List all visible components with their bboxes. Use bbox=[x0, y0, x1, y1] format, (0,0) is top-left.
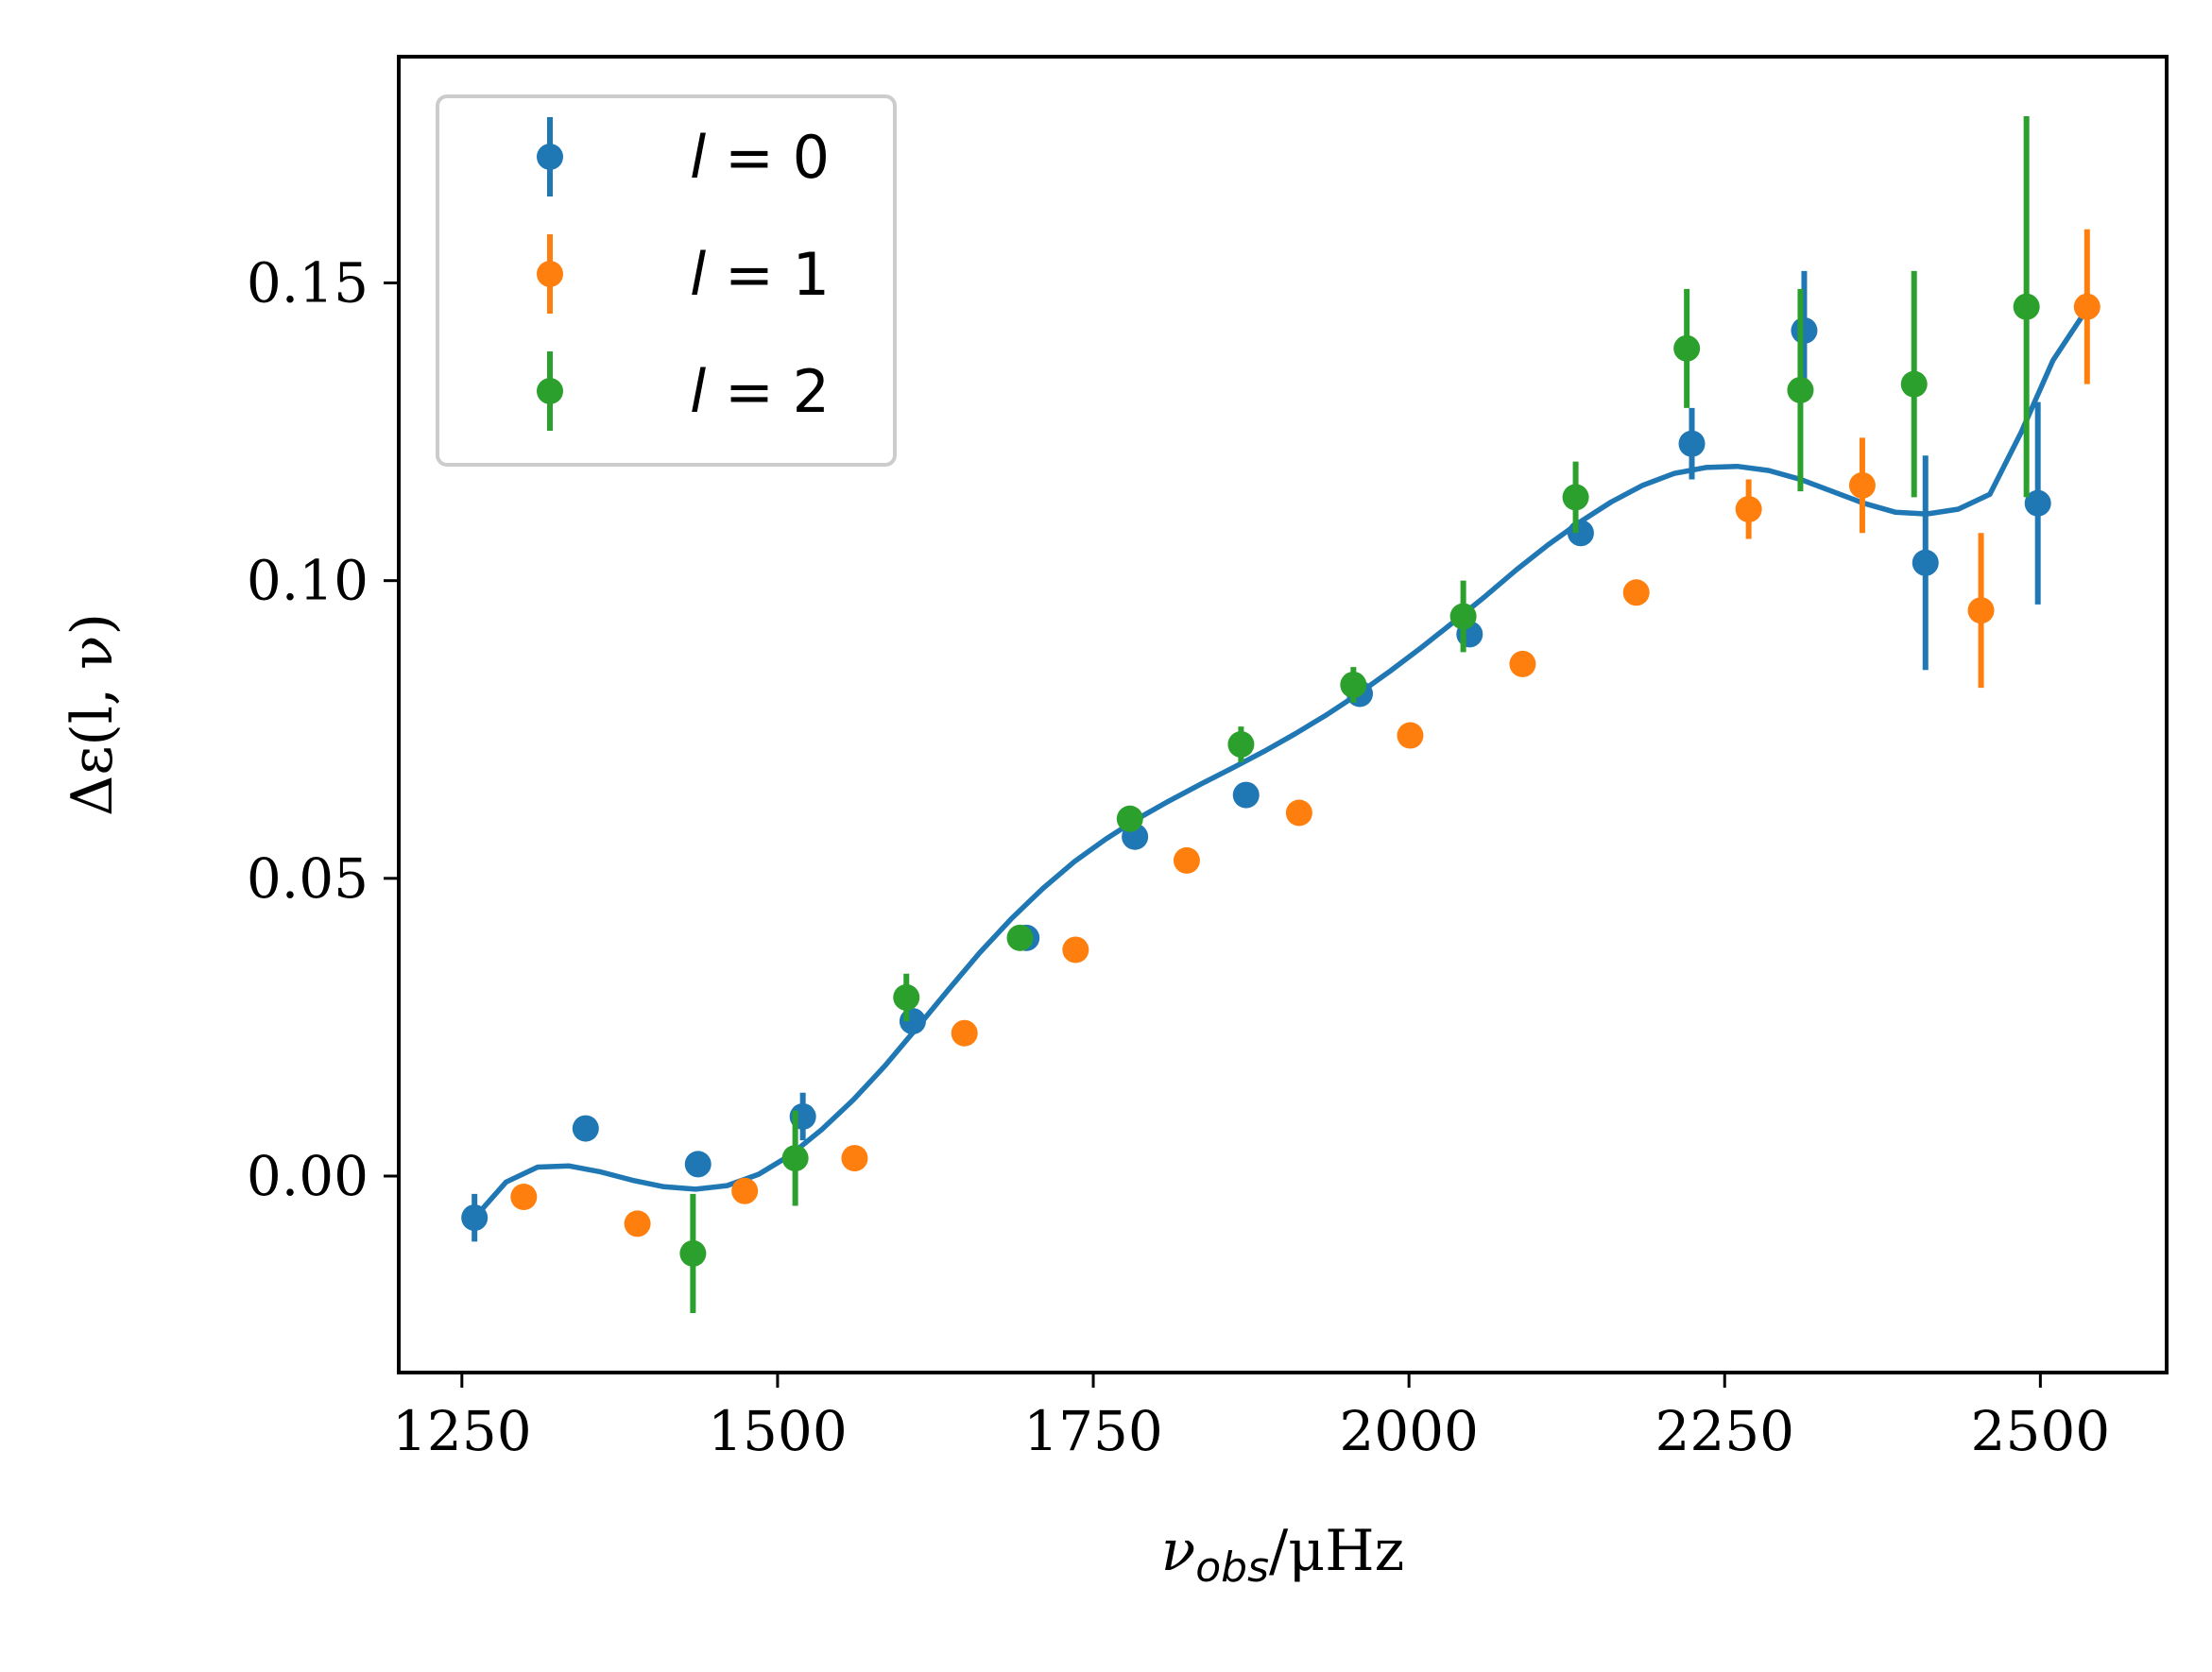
data-point bbox=[1967, 597, 1995, 624]
data-point bbox=[2024, 489, 2051, 517]
x-tick-label: 2250 bbox=[1655, 1399, 1794, 1463]
data-point bbox=[1449, 603, 1477, 630]
data-point bbox=[1791, 316, 1818, 344]
x-tick-label: 1750 bbox=[1023, 1399, 1163, 1463]
legend-handle-marker bbox=[537, 261, 563, 287]
data-point bbox=[1567, 520, 1594, 547]
x-tick-label: 2500 bbox=[1971, 1399, 2111, 1463]
data-point bbox=[1673, 334, 1701, 362]
data-point bbox=[679, 1239, 707, 1267]
x-axis-label: νobs/μHz bbox=[1161, 1518, 1404, 1592]
data-point bbox=[624, 1210, 651, 1237]
data-point bbox=[2073, 293, 2101, 320]
data-point bbox=[1285, 799, 1312, 827]
x-tick-label: 2000 bbox=[1339, 1399, 1479, 1463]
data-point bbox=[1509, 650, 1536, 677]
data-point bbox=[1116, 805, 1143, 832]
data-point bbox=[841, 1145, 868, 1172]
data-point bbox=[1848, 471, 1876, 499]
series-l2 bbox=[679, 116, 2040, 1313]
data-point bbox=[731, 1177, 759, 1204]
data-point bbox=[1678, 430, 1706, 457]
data-point bbox=[510, 1184, 538, 1211]
data-point bbox=[781, 1145, 809, 1172]
data-point bbox=[1227, 731, 1255, 759]
y-tick-label: 0.15 bbox=[247, 251, 369, 316]
data-point bbox=[951, 1019, 978, 1047]
data-point bbox=[461, 1204, 489, 1232]
y-tick-label: 0.05 bbox=[247, 846, 369, 911]
data-point bbox=[1912, 549, 1939, 576]
data-point bbox=[2013, 293, 2040, 320]
data-point bbox=[1006, 924, 1034, 951]
x-tick-label: 1500 bbox=[708, 1399, 848, 1463]
data-point bbox=[1787, 376, 1814, 403]
data-points-group bbox=[461, 116, 2101, 1313]
legend: l = 0 l = 1 l = 2 bbox=[436, 94, 897, 467]
legend-label: l = 2 bbox=[690, 357, 830, 426]
data-point bbox=[899, 1008, 926, 1035]
y-tick-label: 0.00 bbox=[247, 1144, 369, 1208]
data-point bbox=[893, 983, 920, 1011]
data-point bbox=[1173, 846, 1200, 874]
data-point bbox=[1340, 671, 1367, 698]
y-axis-label: Δε(l, ν) bbox=[60, 613, 126, 816]
data-point bbox=[1062, 936, 1089, 964]
plot-frame bbox=[397, 55, 2169, 1374]
data-point bbox=[572, 1115, 599, 1142]
legend-label: l = 1 bbox=[690, 240, 830, 309]
data-point bbox=[1562, 484, 1589, 511]
y-tick-label: 0.10 bbox=[247, 549, 369, 613]
data-point bbox=[1622, 579, 1650, 606]
data-point bbox=[1397, 722, 1424, 749]
axis-ticks: 1250 1500 1750 2000 2250 2500 0.00 0.05 0.10 0.15 bbox=[247, 251, 2110, 1463]
legend-handle-marker bbox=[537, 378, 563, 404]
legend-handle-marker bbox=[537, 144, 563, 170]
x-tick-label: 1250 bbox=[392, 1399, 532, 1463]
data-point bbox=[1900, 370, 1928, 398]
legend-label: l = 0 bbox=[690, 123, 830, 192]
data-point bbox=[1232, 781, 1260, 809]
data-point bbox=[1735, 496, 1762, 523]
data-point bbox=[684, 1151, 712, 1178]
series-l1 bbox=[510, 229, 2101, 1237]
